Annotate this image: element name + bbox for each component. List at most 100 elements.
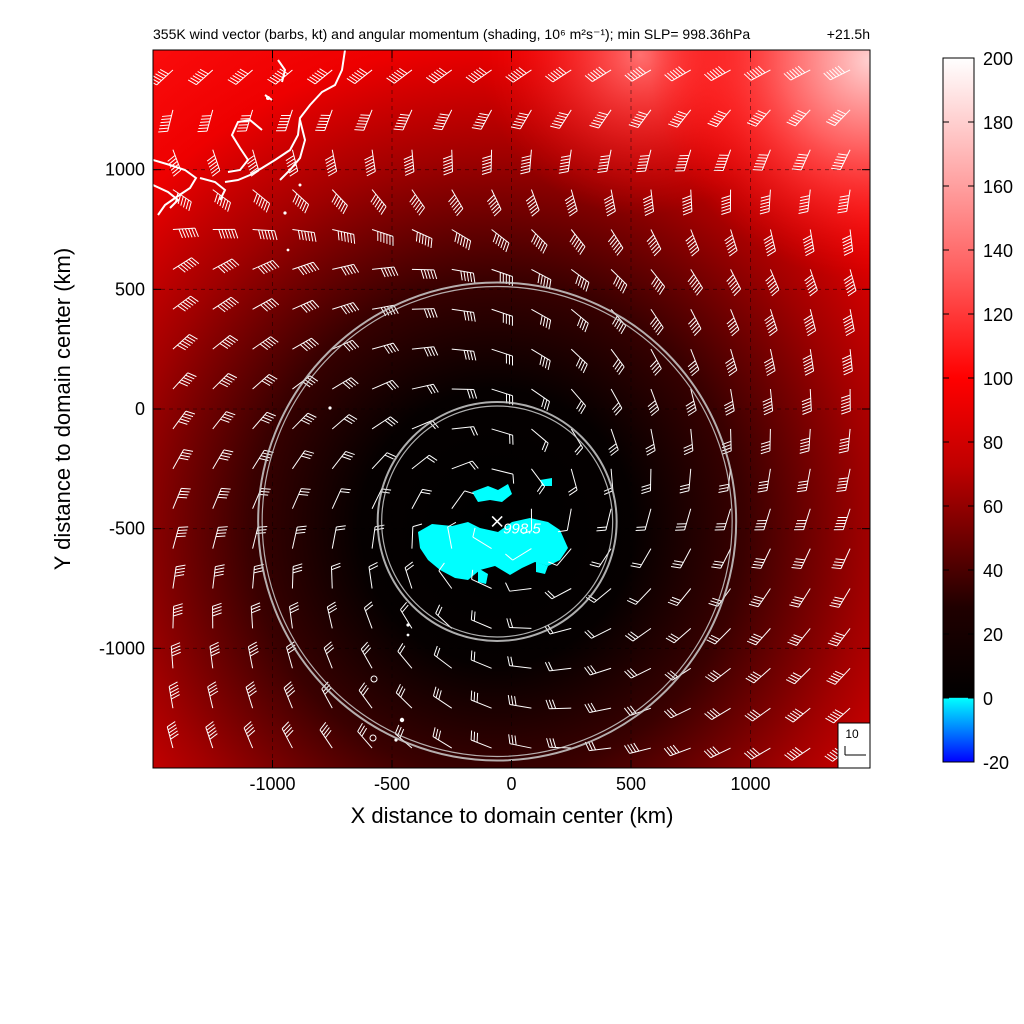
wind-barb: [545, 699, 572, 710]
wind-barb: [324, 149, 338, 177]
wind-barb: [628, 109, 652, 129]
wind-barb: [292, 299, 320, 313]
wind-barb: [397, 643, 413, 669]
wind-barb: [292, 412, 317, 430]
wind-barb: [360, 641, 373, 669]
wind-barb: [682, 189, 693, 216]
x-tick-labels: -1000 -500 0 500 1000: [249, 774, 770, 794]
wind-barb: [292, 337, 319, 352]
wind-barb: [665, 628, 692, 644]
wind-barb: [610, 348, 625, 375]
wind-barb: [212, 564, 225, 589]
wind-barb: [368, 562, 379, 589]
wind-barb: [831, 149, 851, 171]
wind-barb: [647, 388, 660, 417]
wind-barb: [472, 527, 492, 550]
wind-barb: [451, 426, 479, 436]
wind-barb: [831, 548, 851, 570]
wind-barb: [531, 308, 552, 330]
wind-barb: [364, 149, 376, 177]
wind-barb: [172, 526, 189, 549]
wind-barb: [245, 681, 257, 709]
wind-barb: [486, 189, 502, 217]
wind-barb: [209, 641, 220, 669]
wind-barb: [432, 686, 453, 709]
wind-barb: [688, 309, 702, 336]
wind-barb: [787, 628, 811, 646]
wind-barb: [400, 602, 413, 629]
wind-barb: [685, 388, 697, 416]
wind-barb: [471, 569, 492, 589]
wind-barb: [425, 67, 453, 84]
wind-barb: [674, 149, 692, 172]
wind-barb: [703, 746, 731, 759]
wind-barb: [803, 309, 817, 337]
chart-title: 355K wind vector (barbs, kt) and angular…: [153, 26, 750, 42]
wind-barb: [411, 488, 432, 509]
wind-barb: [481, 149, 493, 175]
wind-barb: [663, 707, 691, 719]
wind-barb: [843, 269, 857, 297]
wind-barb: [687, 269, 703, 296]
wind-barb: [491, 308, 513, 326]
y-tick-label: -1000: [99, 638, 145, 658]
wind-barb: [607, 229, 624, 256]
wind-barb: [570, 348, 588, 374]
wind-barb: [704, 707, 731, 721]
wind-barb: [197, 109, 214, 133]
wind-barb: [763, 229, 776, 257]
coastline: [153, 50, 346, 216]
wind-barb: [470, 690, 492, 709]
wind-barb: [326, 601, 338, 629]
wind-barb: [550, 109, 572, 129]
wind-barb: [664, 66, 691, 82]
wind-barb: [505, 548, 532, 561]
colorbar-tick-label: 140: [983, 241, 1013, 261]
colorbar-tick-label: 0: [983, 689, 993, 709]
wind-barb: [247, 641, 259, 669]
wind-barb: [804, 269, 818, 297]
wind-barb: [491, 468, 515, 484]
wind-barb: [323, 641, 335, 669]
wind-barb: [726, 269, 742, 297]
wind-barb: [205, 721, 218, 749]
wind-barb: [837, 189, 851, 214]
wind-barb: [403, 149, 415, 176]
wind-barb: [281, 721, 294, 749]
wind-barb: [624, 66, 652, 82]
wind-barb: [470, 730, 492, 749]
wind-barb: [332, 229, 356, 244]
wind-barb: [411, 523, 423, 549]
storm-center-label: 998.5: [503, 520, 541, 537]
wind-barb: [505, 582, 532, 592]
wind-barb: [357, 723, 373, 749]
wind-barb: [331, 189, 348, 215]
wind-barb: [584, 702, 612, 713]
wind-barb: [531, 348, 551, 370]
wind-barb: [470, 650, 492, 669]
wind-barb: [331, 414, 358, 430]
wind-barb: [645, 428, 656, 456]
wind-barb: [784, 747, 811, 761]
wind-barb: [172, 449, 194, 470]
wind-barb: [331, 377, 359, 390]
wind-barb: [791, 149, 811, 171]
wind-barb: [395, 683, 413, 709]
wind-barbs: [153, 65, 857, 762]
wind-barb: [608, 428, 619, 456]
wind-barb: [371, 342, 400, 354]
wind-barb: [354, 109, 373, 131]
colorbar-tick-label: -20: [983, 753, 1009, 773]
wind-barb: [531, 428, 549, 453]
wind-barb: [411, 346, 439, 357]
wind-barb: [826, 667, 851, 685]
wind-barb: [252, 374, 278, 390]
x-tick-label: 500: [616, 774, 646, 794]
wind-barb: [315, 109, 333, 131]
wind-barb: [794, 508, 811, 531]
wind-barb: [838, 428, 851, 454]
colorbar-tick-label: 160: [983, 177, 1013, 197]
wind-barb: [411, 383, 439, 394]
